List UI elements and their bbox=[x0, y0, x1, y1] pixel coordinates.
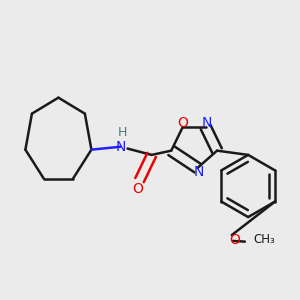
Text: O: O bbox=[177, 116, 188, 130]
Text: O: O bbox=[229, 233, 240, 247]
Text: O: O bbox=[133, 182, 143, 196]
Text: N: N bbox=[194, 165, 204, 179]
Text: CH₃: CH₃ bbox=[253, 233, 275, 247]
Text: N: N bbox=[202, 116, 212, 130]
Text: H: H bbox=[118, 125, 127, 139]
Text: N: N bbox=[116, 140, 126, 154]
